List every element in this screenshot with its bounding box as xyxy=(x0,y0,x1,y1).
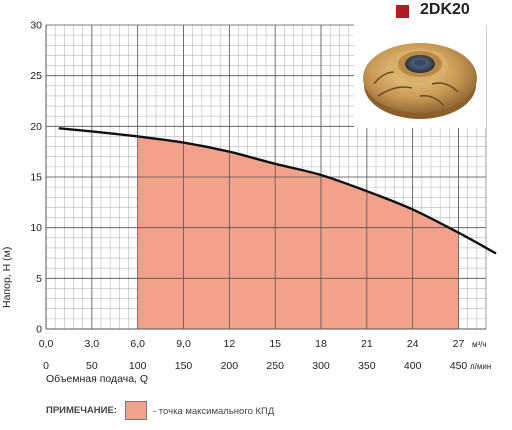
x-tick-label-m3h: 21 xyxy=(361,338,373,350)
y-axis-label: Напор, Н (м) xyxy=(1,247,13,308)
impeller-photo xyxy=(354,22,486,128)
efficiency-band xyxy=(137,136,459,329)
y-tick-label: 5 xyxy=(36,273,42,285)
x-tick-label-m3h: 3,0 xyxy=(85,338,100,350)
y-tick-label: 10 xyxy=(30,222,42,234)
head-curve-line xyxy=(58,127,497,255)
x-tick-label-lpm: 450 xyxy=(450,360,468,372)
legend-note-label: ПРИМЕЧАНИЕ: xyxy=(46,405,117,416)
x-axis-label: Объемная подача, Q xyxy=(46,373,148,385)
x-tick-label-lpm: 200 xyxy=(221,360,239,372)
model-title: 2DK20 xyxy=(420,1,470,18)
x-tick-labels-m3h: 0,0 3,0 6,0 9,0 12 15 18 21 24 27 xyxy=(39,338,465,350)
x-tick-label-m3h: 15 xyxy=(269,338,281,350)
x-tick-label-lpm: 150 xyxy=(175,360,193,372)
legend-text: - точка максимального КПД xyxy=(153,406,275,417)
legend-swatch xyxy=(125,401,147,420)
x-tick-label-lpm: 300 xyxy=(312,360,330,372)
x-tick-label-lpm: 100 xyxy=(129,360,147,372)
x-unit-lpm: л/мин xyxy=(470,362,491,371)
x-tick-label-lpm: 350 xyxy=(358,360,376,372)
x-tick-label-lpm: 50 xyxy=(86,360,98,372)
impeller-icon xyxy=(363,43,477,119)
x-tick-label-lpm: 250 xyxy=(266,360,284,372)
y-tick-label: 15 xyxy=(30,172,42,184)
x-tick-label-m3h: 24 xyxy=(407,338,419,350)
x-tick-label-lpm: 400 xyxy=(404,360,422,372)
x-tick-label-m3h: 9,0 xyxy=(176,338,191,350)
x-tick-label-m3h: 0,0 xyxy=(39,338,54,350)
y-tick-label: 25 xyxy=(30,70,42,82)
x-tick-label-m3h: 6,0 xyxy=(130,338,145,350)
x-tick-label-lpm: 0 xyxy=(43,360,49,372)
y-tick-label: 0 xyxy=(36,324,42,336)
x-tick-labels-lpm: 0 50 100 150 200 250 300 350 400 450 xyxy=(43,360,467,372)
x-tick-label-m3h: 27 xyxy=(453,338,465,350)
y-tick-label: 30 xyxy=(30,20,42,32)
x-unit-m3h: м³/ч xyxy=(472,340,487,349)
y-tick-labels: 0 5 10 15 20 25 30 xyxy=(30,20,42,336)
y-tick-label: 20 xyxy=(30,121,42,133)
x-tick-label-m3h: 18 xyxy=(315,338,327,350)
x-tick-label-m3h: 12 xyxy=(223,338,235,350)
model-marker-icon xyxy=(396,5,409,18)
